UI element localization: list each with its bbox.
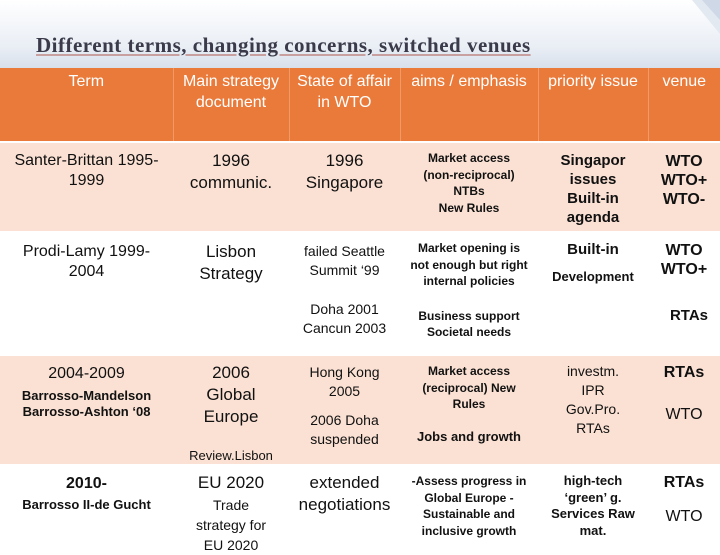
aims-cell: Market opening is not enough but right i… [400,231,538,355]
priority-cell: investm. IPR Gov.Pro. RTAs [538,354,648,465]
comparison-table: Term Main strategy document State of aff… [0,68,720,555]
wto-state-cell: Hong Kong 2005 2006 Doha suspended [289,354,400,465]
strategy-document-cell: EU 2020 Trade strategy for EU 2020 [173,464,289,555]
header-term: Term [0,68,174,142]
table-row: 2010- Barrosso II-de Gucht EU 2020 Trade… [0,464,720,555]
aims-cell: Market access (non-reciprocal) NTBs New … [400,141,538,232]
title-bar: Different terms, changing concerns, swit… [0,0,720,68]
wto-state-cell: failed Seattle Summit ‘99 Doha 2001 Canc… [289,231,400,355]
header-main-strategy-document: Main strategy document [173,68,290,142]
priority-cell: Built-in Development [538,231,648,355]
aims-cell: Market access (reciprocal) New Rules Job… [400,354,538,465]
term-cell: 2010- Barrosso II-de Gucht [0,464,173,555]
wto-state-cell: 1996 Singapore [289,141,400,232]
term-cell: 2004-2009 Barrosso-Mandelson Barrosso-As… [0,354,173,465]
table-row: Santer-Brittan 1995-1999 1996 communic. … [0,141,720,232]
corner-decoration-icon [692,0,720,34]
aims-cell: -Assess progress in Global Europe -Susta… [400,464,538,555]
header-venue: venue [648,68,720,142]
slide-title: Different terms, changing concerns, swit… [36,33,531,57]
strategy-document-cell: 2006 Global Europe Review.Lisbon [173,354,289,465]
venue-cell: RTAs WTO [648,354,720,465]
table-row: Prodi-Lamy 1999-2004 Lisbon Strategy fai… [0,231,720,355]
header-state-of-affair: State of affair in WTO [289,68,401,142]
strategy-document-cell: 1996 communic. [173,141,289,232]
venue-cell: WTO WTO+ WTO- [648,141,720,232]
header-priority-issue: priority issue [538,68,649,142]
wto-state-cell: extended negotiations [289,464,400,555]
header-aims-emphasis: aims / emphasis [400,68,539,142]
priority-cell: high-tech ‘green’ g. Services Raw mat. [538,464,648,555]
header-row: Term Main strategy document State of aff… [0,68,720,142]
priority-cell: Singapor issues Built-in agenda [538,141,648,232]
strategy-document-cell: Lisbon Strategy [173,231,289,355]
venue-cell: RTAs WTO [648,464,720,555]
table-row: 2004-2009 Barrosso-Mandelson Barrosso-As… [0,354,720,465]
term-cell: Santer-Brittan 1995-1999 [0,141,173,232]
venue-cell: WTO WTO+ RTAs [648,231,720,355]
term-cell: Prodi-Lamy 1999-2004 [0,231,173,355]
